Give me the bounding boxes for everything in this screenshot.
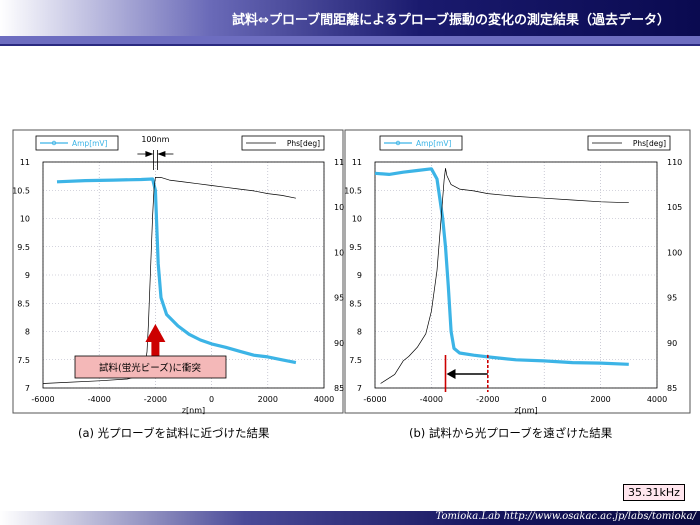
x-tick-label: 2000: [590, 395, 610, 404]
y-left-tick-label: 7: [357, 384, 362, 393]
legend-amp-box: [35, 135, 119, 151]
y-right-tick-label: 90: [667, 339, 677, 348]
page-title: 試料⇔プローブ間距離によるプローブ振動の変化の測定結果（過去データ）: [232, 13, 670, 28]
y-left-tick-label: 10.5: [344, 186, 362, 195]
collision-arrow-head: [145, 324, 166, 342]
legend-phs-box: [241, 135, 325, 151]
x-tick-label: -6000: [31, 395, 54, 404]
y-right-tick-label: 105: [334, 203, 349, 212]
legend: Amp[mV] Phs[deg]: [35, 135, 325, 151]
y-left-tick-label: 11: [352, 158, 362, 167]
y-right-tick-label: 95: [667, 294, 677, 303]
x-axis-label: z[nm]: [514, 406, 537, 415]
x-tick-label: 0: [542, 395, 547, 404]
collision-arrow-shaft: [151, 342, 160, 356]
y-left-tick-label: 10.5: [12, 186, 30, 195]
chart-panel-b: -6000 -4000 -2000 0 2000 4000 7 7.5 8 8.5 9 9.5 10 10…: [344, 129, 691, 415]
y-left-tick-label: 8.5: [17, 299, 30, 308]
legend-amp-label: Amp[mV]: [72, 139, 108, 148]
amp-series-line: [374, 167, 629, 366]
legend-amp-label: Amp[mV]: [416, 139, 452, 148]
legend-phs-label: Phs[deg]: [633, 139, 666, 148]
plot-area: [42, 161, 325, 389]
y-right-tick-label: 95: [334, 294, 344, 303]
x-tick-label: -4000: [88, 395, 111, 404]
x-tick-label: -2000: [476, 395, 499, 404]
x-tick-label: 0: [209, 395, 214, 404]
x-axis-label: z[nm]: [182, 406, 205, 415]
phs-series-line: [380, 167, 629, 384]
x-tick-label: -6000: [363, 395, 386, 404]
x-tick-label: 4000: [647, 395, 667, 404]
legend-phs-box: [587, 135, 671, 151]
y-right-tick-label: 100: [334, 248, 349, 257]
x-tick-label: -4000: [420, 395, 443, 404]
annotation-callout-label: 試料(蛍光ビーズ)に衝突: [99, 362, 201, 374]
plot-area: [374, 161, 658, 389]
y-left-tick-label: 8.5: [349, 299, 362, 308]
legend-amp-marker: [51, 140, 57, 146]
y-left-tick-label: 10: [352, 215, 362, 224]
frequency-badge: 35.31kHz: [623, 484, 685, 501]
y-left-tick-label: 8: [25, 328, 30, 337]
y-left-tick-label: 7.5: [349, 356, 362, 365]
legend: Amp[mV] Phs[deg]: [379, 135, 671, 151]
shift-arrow-head: [446, 369, 456, 379]
y-right-tick-label: 85: [334, 384, 344, 393]
y-left-tick-label: 7: [25, 384, 30, 393]
y-right-tick-label: 85: [667, 384, 677, 393]
callout-box: [74, 355, 227, 379]
y-left-tick-label: 9.5: [17, 243, 30, 252]
y-left-tick-label: 8: [357, 328, 362, 337]
chart-frame: [344, 129, 691, 414]
width-arrow-right: [157, 151, 166, 157]
amp-series-line: [56, 177, 297, 365]
legend-phs-label: Phs[deg]: [287, 139, 320, 148]
chart-panel-a: -6000 -4000 -2000 0 2000 4000 7 7.5 8 8.5 9 9.5 10 10…: [12, 129, 349, 415]
y-right-tick-label: 110: [667, 158, 682, 167]
y-right-tick-label: 110: [334, 158, 349, 167]
x-tick-label: 4000: [314, 395, 334, 404]
y-left-tick-label: 11: [20, 158, 30, 167]
caption-b: (b) 試料から光プローブを遠ざけた結果: [409, 426, 613, 440]
title-rule: [0, 36, 700, 46]
y-right-tick-label: 90: [334, 339, 344, 348]
y-left-tick-label: 9.5: [349, 243, 362, 252]
title-bar: 試料⇔プローブ間距離によるプローブ振動の変化の測定結果（過去データ）: [0, 0, 700, 36]
y-left-tick-label: 10: [20, 215, 30, 224]
y-left-tick-label: 9: [25, 271, 30, 280]
footer-bar: Tomioka.Lab http://www.osakac.ac.jp/labs…: [0, 511, 700, 525]
y-left-tick-label: 7.5: [17, 356, 30, 365]
y-right-tick-label: 105: [667, 203, 682, 212]
x-tick-label: -2000: [144, 395, 167, 404]
legend-amp-box: [379, 135, 463, 151]
y-left-tick-label: 9: [357, 271, 362, 280]
y-right-tick-label: 100: [667, 248, 682, 257]
width-arrow-left: [145, 151, 154, 157]
annotation-width-label: 100nm: [141, 135, 169, 144]
caption-a: (a) 光プローブを試料に近づけた結果: [78, 426, 270, 440]
x-tick-label: 2000: [258, 395, 278, 404]
legend-amp-marker: [395, 140, 401, 146]
chart-a: -6000 -4000 -2000 0 2000 400077.588.599.51010…: [12, 129, 691, 415]
footer-text: Tomioka.Lab http://www.osakac.ac.jp/labs…: [435, 511, 696, 522]
